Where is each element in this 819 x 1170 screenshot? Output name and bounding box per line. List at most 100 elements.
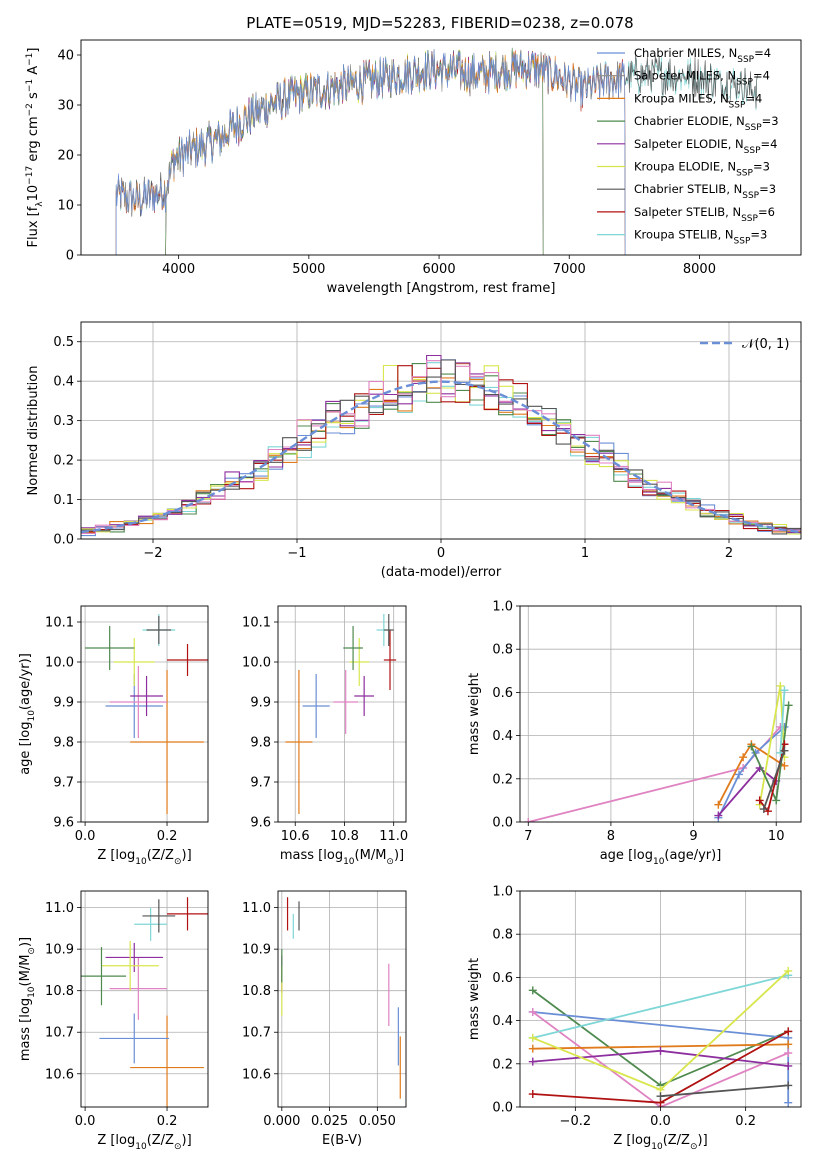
label-part: Kroupa ELODIE, N bbox=[634, 160, 736, 174]
label-part: SSP bbox=[744, 146, 761, 156]
y-tick-label: 10.9 bbox=[45, 943, 74, 958]
x-axis-label: E(B-V) bbox=[322, 1133, 362, 1148]
y-tick-label: 9.6 bbox=[53, 816, 74, 831]
label-part: Chabrier MILES, N bbox=[634, 46, 737, 60]
legend-label: Chabrier ELODIE, NSSP=3 bbox=[634, 114, 779, 133]
axes-mass_vs_Z: 0.0 0.210.610.710.810.911.0Z [log10(Z/Z⊙)… bbox=[18, 890, 209, 1152]
label-part: ⊙ bbox=[690, 1142, 698, 1152]
label-part: 10 bbox=[27, 710, 37, 722]
label-part: SSP bbox=[729, 100, 746, 110]
label-part: SSP bbox=[736, 169, 753, 179]
weight-line bbox=[717, 726, 786, 819]
label-part: (age/yr)] bbox=[664, 848, 721, 863]
label-part: =3 bbox=[753, 160, 770, 174]
weight-marker bbox=[528, 986, 537, 995]
label-part: −2 bbox=[25, 103, 35, 116]
x-tick-label: 0.2 bbox=[735, 1114, 756, 1129]
weight-marker bbox=[528, 1057, 537, 1066]
weight-marker bbox=[784, 1081, 793, 1090]
x-tick-label: 8 bbox=[607, 829, 615, 844]
label-part: Z [log bbox=[97, 848, 135, 863]
plot-area bbox=[281, 897, 401, 1099]
weight-marker bbox=[656, 1046, 665, 1055]
label-part: ] bbox=[26, 48, 41, 53]
axes-frame bbox=[80, 321, 802, 540]
label-part: =4 bbox=[745, 91, 762, 105]
weight-marker bbox=[763, 807, 772, 816]
y-tick-label: 0.2 bbox=[53, 454, 74, 469]
x-axis-label: Z [log10(Z/Z⊙)] bbox=[613, 1133, 707, 1152]
legend-entry: Salpeter MILES, NSSP=4 bbox=[597, 69, 770, 88]
weight-marker bbox=[784, 701, 793, 710]
label-part: wavelength [Angstrom, rest frame] bbox=[327, 281, 556, 296]
x-tick-label: 0.0 bbox=[650, 1114, 671, 1129]
x-axis-label: Z [log10(Z/Z⊙)] bbox=[97, 1133, 191, 1152]
weight-marker bbox=[784, 1027, 793, 1036]
label-part: Z [log bbox=[97, 1133, 135, 1148]
axes-age_vs_mass: 10.6 10.8 11.0 9.6 9.7 9.8 9.9 10.0 10.1 mass [lo… bbox=[242, 605, 408, 867]
weight-marker bbox=[784, 1040, 793, 1049]
y-tick-label: 10.8 bbox=[242, 984, 271, 999]
weight-line bbox=[532, 974, 789, 1039]
y-tick-label: 1.0 bbox=[492, 885, 513, 900]
label-part: SSP bbox=[737, 55, 754, 65]
label-part: Salpeter MILES, N bbox=[634, 69, 736, 83]
x-tick-label: 1 bbox=[581, 546, 589, 561]
weight-marker bbox=[528, 1044, 537, 1053]
plot-area bbox=[81, 354, 801, 537]
label-part: s bbox=[26, 92, 41, 103]
x-axis-label: wavelength [Angstrom, rest frame] bbox=[327, 281, 556, 296]
y-tick-label: 0.4 bbox=[492, 729, 513, 744]
label-part: =3 bbox=[759, 182, 776, 196]
weight-marker bbox=[714, 811, 723, 820]
weight-marker bbox=[784, 966, 793, 975]
label-part: mass weight bbox=[467, 673, 482, 755]
label-part: Chabrier ELODIE, N bbox=[634, 114, 745, 128]
label-part: ⊙ bbox=[174, 857, 182, 867]
weight-marker bbox=[735, 770, 744, 779]
y-tick-label: 10 bbox=[57, 199, 74, 214]
y-tick-label: 0.6 bbox=[492, 686, 513, 701]
x-tick-label: 0.2 bbox=[157, 1114, 178, 1129]
label-part: mass weight bbox=[467, 958, 482, 1040]
label-part: )] bbox=[394, 848, 404, 863]
x-tick-label: 0.2 bbox=[157, 829, 178, 844]
label-part: (Z/Z bbox=[663, 1133, 690, 1148]
label-part: =3 bbox=[762, 114, 779, 128]
x-tick-label: 2 bbox=[725, 546, 733, 561]
y-tick-label: 10.1 bbox=[45, 616, 74, 631]
x-tick-label: 9 bbox=[689, 829, 697, 844]
x-tick-label: 0.000 bbox=[263, 1114, 300, 1129]
label-part: (age/yr)] bbox=[18, 653, 33, 710]
legend-entry: Kroupa MILES, NSSP=4 bbox=[597, 91, 762, 110]
plot-area bbox=[85, 614, 208, 814]
y-axis-label: Flux [fλ10−17 erg cm−2 s−1 A−1] bbox=[25, 48, 45, 248]
weight-marker bbox=[739, 753, 748, 762]
label-part: =6 bbox=[758, 205, 775, 219]
y-tick-label: 10.0 bbox=[45, 656, 74, 671]
x-tick-label: 5000 bbox=[292, 262, 325, 277]
x-tick-label: 6000 bbox=[423, 262, 456, 277]
label-part: erg cm bbox=[26, 116, 41, 165]
legend-entry: Salpeter ELODIE, NSSP=4 bbox=[597, 137, 777, 156]
label-part: 10 bbox=[343, 857, 355, 867]
label-part: age [log bbox=[18, 722, 33, 775]
y-tick-label: 0 bbox=[66, 249, 74, 264]
axes-frame bbox=[277, 605, 407, 823]
legend-label: Salpeter STELIB, NSSP=6 bbox=[634, 205, 775, 224]
label-part: 10 bbox=[651, 1142, 663, 1152]
weight-marker bbox=[780, 761, 789, 770]
label-part: −1 bbox=[25, 53, 35, 66]
weight-marker bbox=[780, 686, 789, 695]
label-part: SSP bbox=[745, 123, 762, 133]
y-tick-label: 9.8 bbox=[250, 736, 271, 751]
legend-entry: Kroupa ELODIE, NSSP=3 bbox=[597, 160, 770, 179]
y-tick-label: 0.2 bbox=[492, 1057, 513, 1072]
x-tick-label: 7 bbox=[524, 829, 532, 844]
label-part: SSP bbox=[741, 214, 758, 224]
weight-marker bbox=[772, 796, 781, 805]
y-tick-label: 40 bbox=[57, 49, 74, 64]
weight-marker bbox=[714, 800, 723, 809]
x-axis-label: (data-model)/error bbox=[381, 565, 502, 580]
y-tick-label: 10.6 bbox=[45, 1067, 74, 1082]
